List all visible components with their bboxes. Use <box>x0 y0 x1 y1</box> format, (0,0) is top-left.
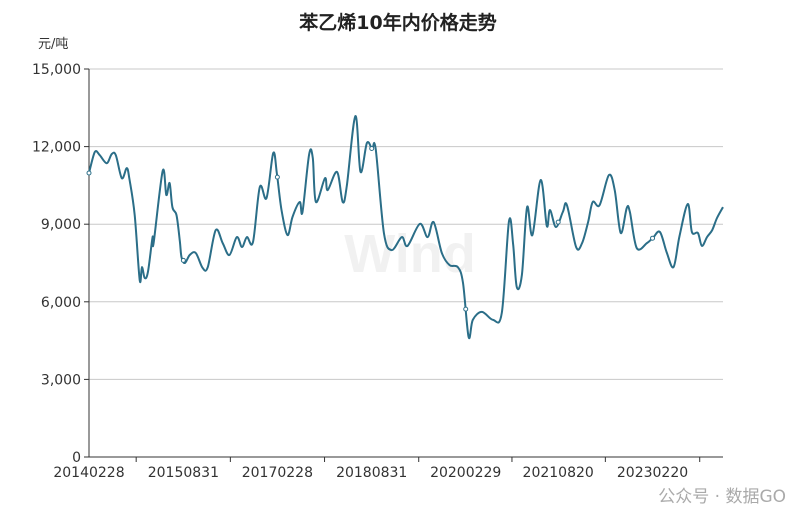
y-tick-label: 3,000 <box>41 372 81 388</box>
chart-title: 苯乙烯10年内价格走势 <box>299 12 497 34</box>
price-line <box>88 115 724 340</box>
y-tick-label: 15,000 <box>32 62 81 78</box>
data-point-marker <box>86 170 92 176</box>
data-point-marker <box>274 174 280 180</box>
data-point-marker <box>369 146 375 152</box>
x-tick-label: 20140228 <box>53 465 124 481</box>
wind-watermark: Wind <box>344 224 475 284</box>
x-tick-label: 20170228 <box>242 465 313 481</box>
y-tick-label: 9,000 <box>41 217 81 233</box>
y-tick-label: 6,000 <box>41 295 81 311</box>
y-tick-label: 0 <box>72 450 81 466</box>
x-tick-label: 20180831 <box>336 465 407 481</box>
x-tick-label: 20230220 <box>617 465 688 481</box>
data-point-marker <box>180 257 186 263</box>
y-tick-label: 12,000 <box>32 140 81 156</box>
x-tick-label: 20210820 <box>523 465 594 481</box>
x-tick-label: 20200229 <box>430 465 501 481</box>
data-point-marker <box>650 235 656 241</box>
x-tick-label: 20150831 <box>148 465 219 481</box>
footer-watermark: 公众号 · 数据GO <box>658 487 786 507</box>
data-point-marker <box>463 306 469 312</box>
y-axis-unit: 元/吨 <box>38 37 69 52</box>
data-point-marker <box>555 219 561 225</box>
